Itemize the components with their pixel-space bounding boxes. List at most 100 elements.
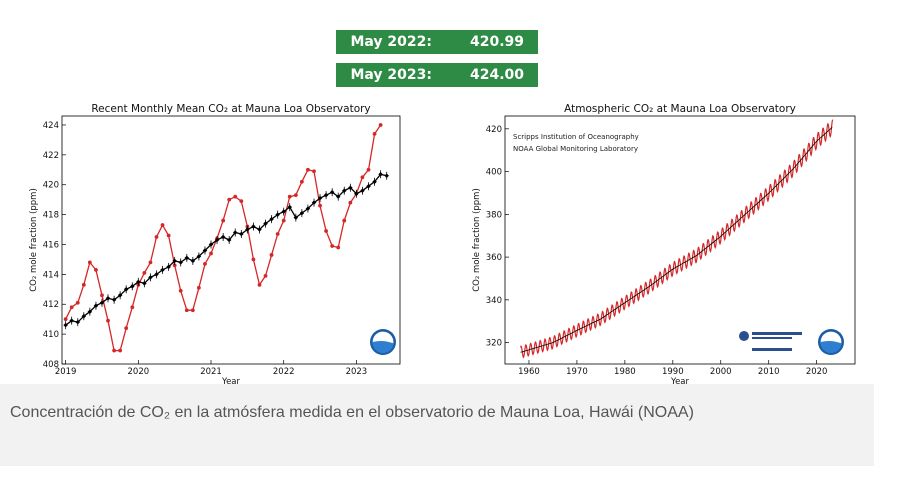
y-axis-label: CO₂ mole fraction (ppm) xyxy=(29,188,39,292)
data-point-monthly xyxy=(293,193,298,198)
data-point-monthly xyxy=(69,305,74,310)
y-tick-label: 360 xyxy=(486,253,502,263)
x-tick-label: 2020 xyxy=(806,367,828,377)
data-point-trend xyxy=(160,267,165,273)
data-point-monthly xyxy=(124,326,129,331)
ucsd-logo-text xyxy=(752,348,792,351)
data-point-monthly xyxy=(87,260,92,265)
data-point-monthly xyxy=(269,253,274,257)
data-point-trend xyxy=(99,300,105,306)
scripps-logo-text xyxy=(752,337,792,339)
x-tick-label: 2020 xyxy=(128,367,150,377)
data-point-monthly xyxy=(148,260,153,265)
plot-frame xyxy=(504,115,856,365)
data-point-monthly xyxy=(378,123,383,127)
data-point-monthly xyxy=(281,218,286,223)
y-tick-label: 380 xyxy=(486,210,502,220)
data-point-monthly xyxy=(100,293,104,298)
badge-value: 424.00 ppm xyxy=(469,67,524,107)
data-point-monthly xyxy=(263,273,268,278)
data-point-trend xyxy=(136,279,141,285)
data-point-monthly xyxy=(196,285,201,290)
plot-frame xyxy=(61,115,401,365)
y-tick-label: 320 xyxy=(486,339,502,349)
data-point-trend xyxy=(251,224,256,229)
data-point-monthly xyxy=(275,232,280,236)
legend-entry: Scripps Institution of Oceanography xyxy=(513,133,639,141)
data-point-monthly xyxy=(299,179,304,184)
y-tick-label: 408 xyxy=(43,360,59,370)
y-tick-label: 410 xyxy=(43,330,59,340)
data-point-monthly xyxy=(257,282,262,287)
badge-label: May 2023: xyxy=(350,67,432,83)
data-point-monthly xyxy=(112,348,117,353)
data-point-monthly xyxy=(190,308,195,313)
data-point-trend xyxy=(105,296,111,301)
x-tick-label: 2019 xyxy=(55,367,77,377)
badge-label: May 2022: xyxy=(350,34,432,50)
data-point-trend xyxy=(93,303,99,308)
x-tick-label: 2022 xyxy=(273,367,295,377)
data-point-monthly xyxy=(312,169,316,174)
x-axis-label: Year xyxy=(221,377,241,386)
data-point-monthly xyxy=(251,257,256,262)
x-tick-label: 1990 xyxy=(662,367,684,377)
data-point-monthly xyxy=(287,194,292,199)
noaa-logo-wave xyxy=(820,340,842,354)
data-point-trend xyxy=(148,275,153,280)
data-point-monthly xyxy=(106,318,110,323)
data-point-monthly xyxy=(178,288,183,293)
chart-title: Recent Monthly Mean CO₂ at Mauna Loa Obs… xyxy=(91,103,370,115)
badge-value: 420.99 ppm xyxy=(469,34,524,74)
data-point-monthly xyxy=(372,132,377,136)
noaa-logo xyxy=(370,329,396,355)
x-axis-label: Year xyxy=(670,377,690,386)
legend-entry: NOAA Global Monitoring Laboratory xyxy=(513,145,638,153)
data-point-monthly xyxy=(166,233,171,238)
scripps-logo-mark xyxy=(739,331,749,341)
x-tick-label: 1960 xyxy=(518,367,540,377)
y-tick-label: 416 xyxy=(43,240,59,250)
x-tick-label: 2000 xyxy=(710,367,732,377)
data-point-monthly xyxy=(142,270,147,275)
y-tick-label: 422 xyxy=(43,151,59,161)
data-point-monthly xyxy=(221,218,226,223)
data-point-monthly xyxy=(366,167,371,172)
data-point-monthly xyxy=(233,194,238,199)
badge-may-2023: May 2023: 424.00 ppm xyxy=(336,63,538,107)
recent-monthly-chart: Recent Monthly Mean CO₂ at Mauna Loa Obs… xyxy=(29,103,401,386)
data-point-monthly xyxy=(227,197,232,202)
caption-box xyxy=(0,384,874,466)
y-tick-label: 400 xyxy=(486,168,502,178)
badge-may-2022: May 2022: 420.99 ppm xyxy=(336,30,538,74)
data-point-monthly xyxy=(318,203,322,208)
data-point-trend xyxy=(117,293,123,298)
scripps-logo xyxy=(739,331,802,351)
data-point-monthly xyxy=(184,308,189,313)
data-point-trend xyxy=(354,191,359,196)
y-tick-label: 420 xyxy=(486,125,502,135)
data-point-monthly xyxy=(130,305,135,310)
data-point-trend xyxy=(69,318,74,323)
data-point-monthly xyxy=(348,200,353,205)
data-point-monthly xyxy=(336,245,341,250)
data-point-trend xyxy=(154,272,159,277)
longterm-co2-chart: Atmospheric CO₂ at Mauna Loa Observatory… xyxy=(472,103,856,386)
scripps-logo-text xyxy=(752,332,802,335)
data-point-monthly xyxy=(306,167,310,172)
noaa-logo xyxy=(818,329,844,355)
data-point-trend xyxy=(281,209,286,214)
data-point-monthly xyxy=(75,300,80,305)
data-point-monthly xyxy=(81,282,86,287)
y-tick-label: 414 xyxy=(43,270,59,280)
x-tick-label: 1980 xyxy=(614,367,636,377)
data-point-trend xyxy=(317,195,323,201)
series-line-monthly xyxy=(520,119,834,359)
x-tick-label: 2021 xyxy=(200,367,222,377)
y-tick-label: 412 xyxy=(43,300,59,310)
chart-title: Atmospheric CO₂ at Mauna Loa Observatory xyxy=(564,103,796,115)
data-point-monthly xyxy=(94,267,98,272)
x-tick-label: 1970 xyxy=(566,367,588,377)
data-point-monthly xyxy=(160,223,165,227)
data-point-monthly xyxy=(154,235,159,239)
